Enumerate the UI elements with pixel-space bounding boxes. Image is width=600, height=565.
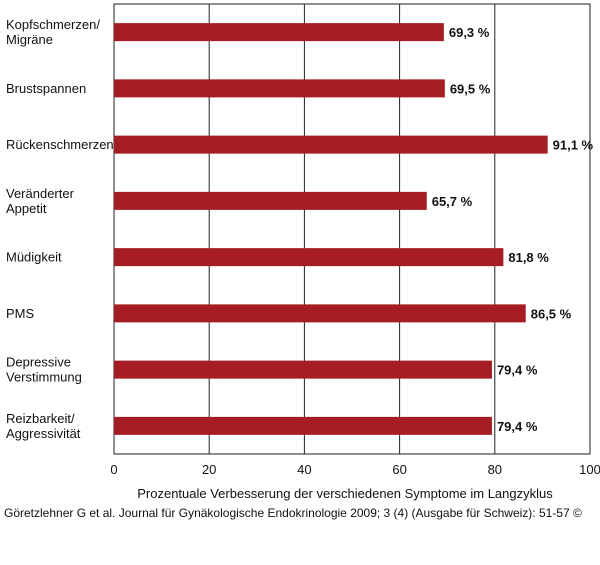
category-labels: Kopfschmerzen/Migräne Brustspannen Rückens… <box>6 17 114 441</box>
bar-3 <box>114 191 427 210</box>
bar-chart: Kopfschmerzen/Migräne Brustspannen Rückens… <box>6 3 600 501</box>
category-label-1: Brustspannen <box>6 81 86 96</box>
category-label-2: Rückenschmerzen <box>6 137 114 152</box>
x-tick-100: 100 <box>579 462 600 477</box>
x-tick-40: 40 <box>297 462 311 477</box>
x-axis-title: Prozentuale Verbesserung der verschieden… <box>137 486 553 501</box>
value-label-2: 91,1 % <box>553 138 594 153</box>
bar-2 <box>114 135 548 154</box>
category-label-3: Veränderter Appetit <box>6 186 75 216</box>
category-label-4: Müdigkeit <box>6 250 62 265</box>
plot-frame <box>113 3 591 455</box>
value-label-3: 65,7 % <box>432 194 473 209</box>
x-tick-0: 0 <box>110 462 117 477</box>
bar-7 <box>114 416 492 435</box>
bar-0 <box>114 23 444 42</box>
citation: Göretzlehner G et al. Journal für Gynäko… <box>4 506 582 520</box>
value-labels: 69,3 % 69,5 % 91,1 % 65,7 % 81,8 % 86,5 % 79,4… <box>432 25 594 434</box>
value-label-0: 69,3 % <box>449 25 490 40</box>
x-tick-20: 20 <box>202 462 216 477</box>
bar-4 <box>114 248 504 267</box>
value-label-7: 79,4 % <box>497 419 538 434</box>
bar-5 <box>114 304 526 323</box>
value-label-6: 79,4 % <box>497 363 538 378</box>
category-label-7: Reizbarkeit/Aggressivität <box>6 411 81 441</box>
category-label-5: PMS <box>6 306 35 321</box>
bars <box>114 23 548 435</box>
category-label-0: Kopfschmerzen/Migräne <box>6 17 100 47</box>
x-tick-60: 60 <box>392 462 406 477</box>
grid-lines <box>113 3 591 455</box>
x-axis-ticks: 0 20 40 60 80 100 <box>110 462 600 477</box>
bar-1 <box>114 79 445 98</box>
category-label-6: Depressive Verstimmung <box>6 355 82 385</box>
bar-6 <box>114 360 492 379</box>
value-label-5: 86,5 % <box>531 306 572 321</box>
value-label-1: 69,5 % <box>450 81 491 96</box>
value-label-4: 81,8 % <box>508 250 549 265</box>
x-tick-80: 80 <box>488 462 502 477</box>
